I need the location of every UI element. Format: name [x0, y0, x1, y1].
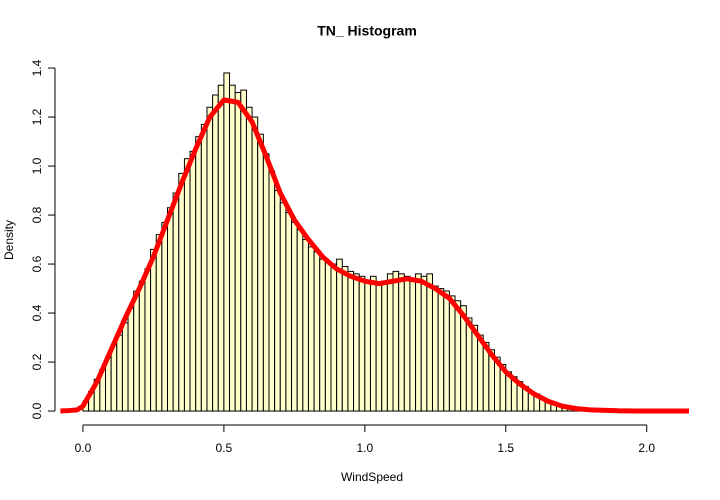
y-tick-label: 0.2: [30, 353, 44, 370]
bar: [426, 273, 433, 412]
bar: [161, 221, 169, 412]
bar: [116, 334, 123, 412]
bar: [229, 84, 236, 412]
bar: [285, 212, 293, 412]
bar: [144, 268, 152, 412]
bar: [274, 190, 281, 412]
bar: [431, 285, 439, 412]
bar: [121, 322, 129, 412]
y-tick-label: 0.4: [30, 304, 44, 321]
bar: [212, 94, 219, 412]
bar: [155, 234, 163, 412]
bar: [138, 280, 146, 412]
y-tick-label: 1.2: [30, 108, 44, 125]
bar: [409, 278, 417, 412]
x-tick-label: 0.5: [216, 441, 233, 455]
y-tick-label: 1.0: [30, 157, 44, 174]
bar: [262, 153, 270, 412]
bar: [189, 150, 197, 412]
bar: [386, 273, 394, 412]
bar: [268, 170, 276, 412]
bar: [465, 317, 473, 412]
bar: [195, 136, 202, 412]
bar: [200, 123, 208, 412]
bar: [167, 207, 174, 412]
bar: [347, 270, 355, 412]
y-tick-label: 0.6: [30, 255, 44, 272]
bar: [240, 89, 247, 412]
bar: [381, 280, 388, 412]
y-axis-label: Density: [2, 220, 16, 260]
bar: [369, 275, 377, 412]
chart-title: TN_ Histogram: [317, 23, 417, 39]
bar: [358, 275, 366, 412]
bar: [477, 334, 484, 412]
bar: [150, 248, 157, 412]
bar: [375, 283, 383, 412]
bar: [251, 116, 259, 412]
bar: [415, 273, 422, 412]
bar: [324, 261, 332, 412]
bar: [330, 263, 338, 412]
bar: [133, 290, 140, 412]
bar: [257, 133, 264, 412]
bar: [307, 246, 315, 412]
bar: [217, 84, 225, 412]
y-tick-label: 0.8: [30, 206, 44, 223]
bar: [319, 258, 326, 412]
x-tick-label: 2.0: [638, 441, 655, 455]
bar: [341, 266, 349, 412]
y-tick-label: 1.4: [30, 59, 44, 76]
x-tick-label: 1.0: [356, 441, 373, 455]
density-line: [60, 97, 689, 414]
bar: [178, 172, 185, 412]
bar: [206, 106, 214, 412]
bar: [353, 273, 360, 412]
bar: [448, 295, 456, 412]
bar: [443, 290, 450, 412]
bar: [336, 258, 343, 412]
bar: [437, 288, 445, 412]
bar: [296, 229, 304, 412]
bar: [245, 106, 253, 412]
bar: [392, 270, 400, 412]
bar: [302, 239, 309, 412]
bar: [313, 251, 321, 412]
bar: [127, 307, 135, 412]
bar: [110, 344, 118, 412]
y-tick-label: 0.0: [30, 402, 44, 419]
bar: [172, 192, 180, 412]
bar: [398, 273, 405, 412]
bar: [291, 221, 298, 412]
bar: [403, 275, 411, 412]
x-tick-label: 1.5: [497, 441, 514, 455]
bar: [279, 202, 287, 412]
x-tick-label: 0.0: [75, 441, 92, 455]
bar: [364, 280, 371, 412]
bar: [234, 92, 242, 412]
bar: [454, 300, 462, 412]
x-axis-label: WindSpeed: [341, 470, 403, 484]
bar: [183, 158, 191, 412]
bar: [223, 72, 231, 412]
bar: [420, 275, 428, 412]
